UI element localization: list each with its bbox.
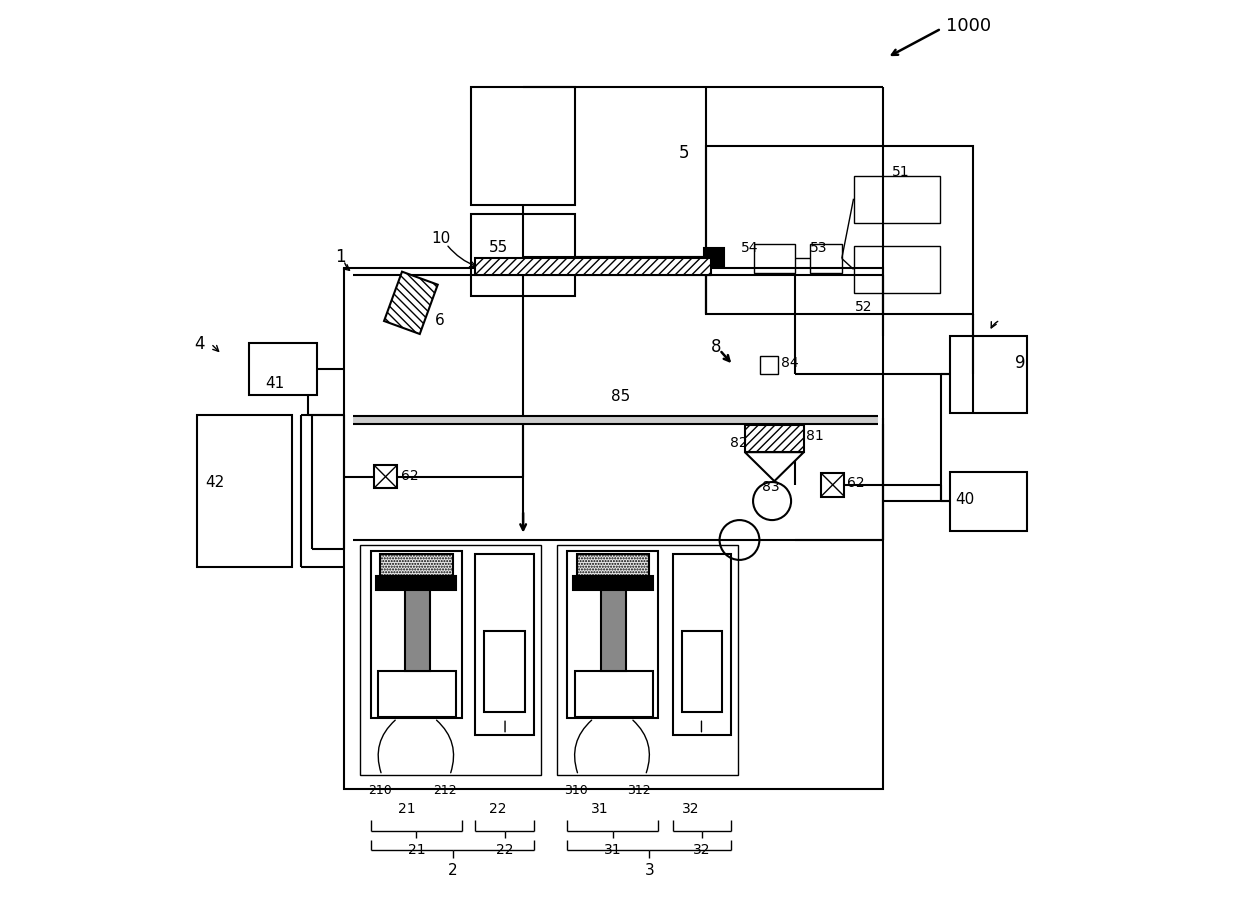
Text: 82: 82 — [730, 436, 748, 450]
Bar — [557, 545, 738, 775]
Bar — [821, 473, 844, 497]
Text: 40: 40 — [955, 492, 975, 507]
Bar — [360, 545, 541, 775]
Text: 21: 21 — [398, 802, 415, 816]
Bar — [371, 551, 461, 718]
Text: 81: 81 — [806, 429, 825, 443]
Bar — [378, 671, 456, 716]
Bar — [573, 577, 652, 590]
Bar — [754, 244, 795, 273]
Text: 42: 42 — [206, 476, 224, 490]
Bar — [377, 577, 456, 590]
Bar — [381, 554, 453, 577]
Text: 32: 32 — [682, 802, 699, 816]
Text: 22: 22 — [496, 844, 513, 857]
Bar — [353, 416, 878, 424]
Bar — [475, 259, 711, 275]
Text: 312: 312 — [627, 785, 651, 797]
Bar — [373, 465, 397, 489]
Text: 55: 55 — [489, 240, 508, 255]
Text: 85: 85 — [611, 390, 630, 404]
Bar — [853, 176, 940, 223]
Text: 52: 52 — [856, 301, 873, 314]
Bar — [810, 244, 842, 273]
Text: 1000: 1000 — [946, 17, 991, 35]
Bar — [706, 146, 973, 313]
Text: 2: 2 — [448, 863, 458, 878]
Bar — [745, 425, 804, 452]
Text: 31: 31 — [604, 844, 621, 857]
Bar — [249, 342, 316, 395]
Bar — [471, 87, 574, 205]
Text: 210: 210 — [368, 785, 392, 797]
Text: 62: 62 — [847, 476, 864, 490]
Text: 41: 41 — [265, 376, 284, 390]
Bar — [672, 554, 732, 735]
Bar — [574, 671, 652, 716]
Text: 8: 8 — [711, 338, 720, 356]
Text: 31: 31 — [591, 802, 609, 816]
Text: 9: 9 — [1014, 354, 1025, 372]
Text: 53: 53 — [810, 241, 827, 254]
Bar — [568, 551, 658, 718]
Text: 3: 3 — [645, 863, 655, 878]
Text: 83: 83 — [763, 479, 780, 494]
Text: 62: 62 — [401, 469, 419, 483]
Polygon shape — [745, 452, 804, 481]
Text: 6: 6 — [434, 312, 444, 328]
Text: 212: 212 — [434, 785, 458, 797]
Bar — [471, 214, 574, 296]
Text: 22: 22 — [489, 802, 506, 816]
Text: 32: 32 — [693, 844, 711, 857]
Text: 310: 310 — [564, 785, 588, 797]
Text: 4: 4 — [195, 334, 205, 352]
Text: 21: 21 — [408, 844, 425, 857]
Text: 10: 10 — [432, 231, 451, 246]
Text: 5: 5 — [678, 144, 689, 163]
Bar — [384, 271, 438, 334]
Bar — [682, 630, 722, 712]
Text: 84: 84 — [781, 357, 799, 370]
Bar — [577, 554, 649, 577]
Bar — [343, 269, 883, 789]
Bar — [950, 336, 1028, 413]
Text: 54: 54 — [742, 241, 759, 254]
Bar — [475, 554, 534, 735]
Bar — [704, 248, 724, 266]
Text: 1: 1 — [335, 248, 346, 266]
Text: 51: 51 — [892, 164, 909, 179]
Bar — [404, 590, 430, 671]
Bar — [484, 630, 525, 712]
Bar — [760, 356, 779, 374]
Bar — [197, 415, 293, 568]
Bar — [853, 246, 940, 293]
Bar — [601, 590, 626, 671]
Bar — [950, 472, 1028, 531]
